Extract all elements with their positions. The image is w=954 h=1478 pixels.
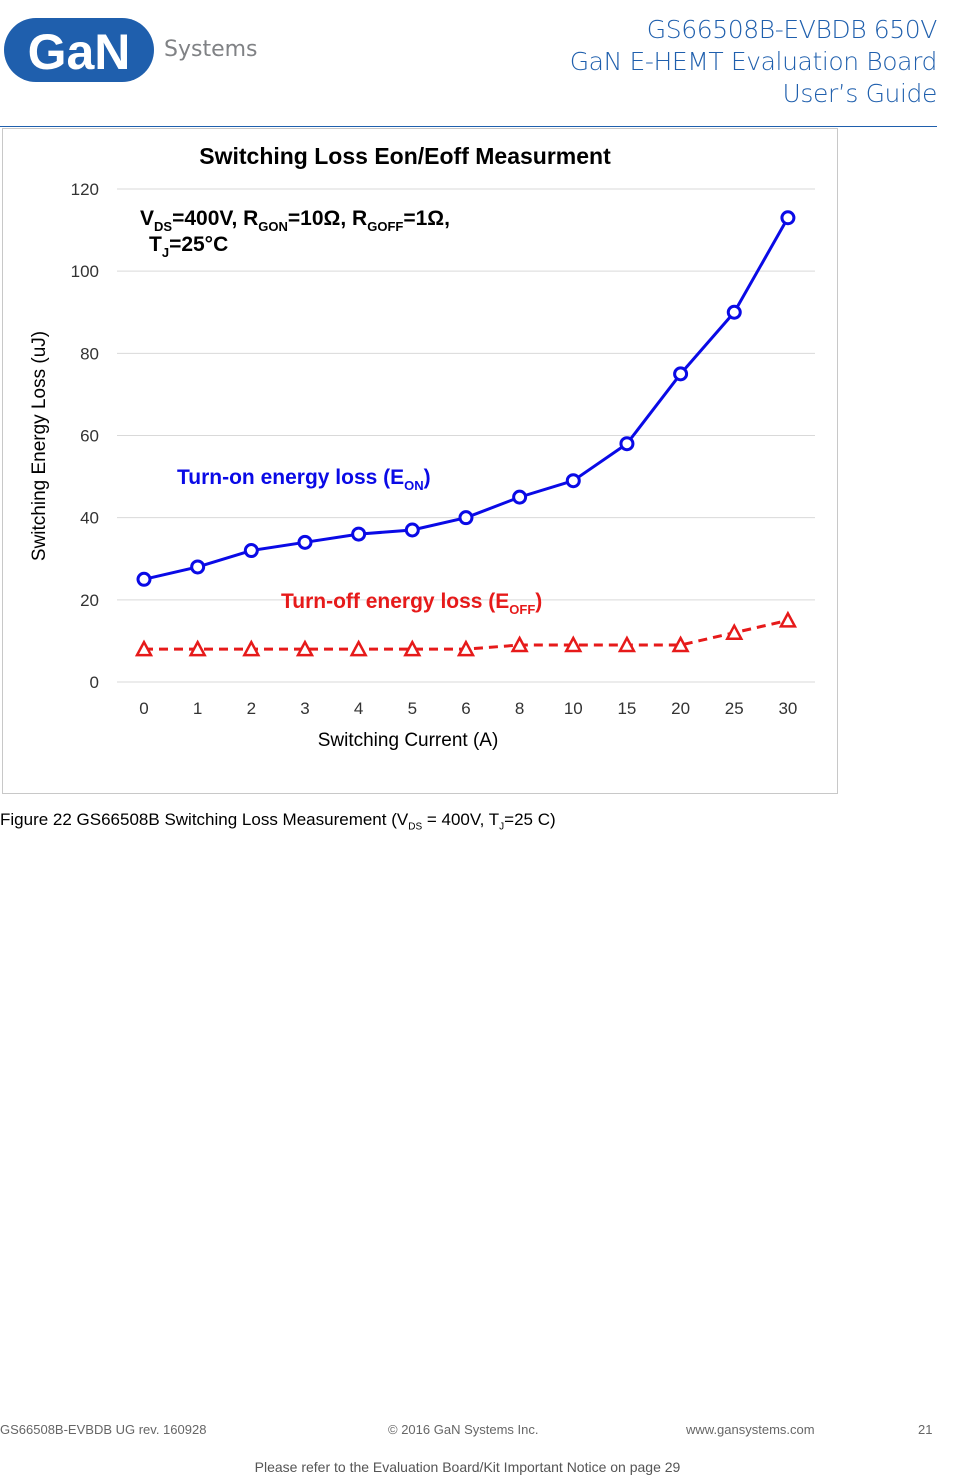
eon-point <box>243 543 259 559</box>
x-tick-label: 0 <box>139 699 148 718</box>
chart-frame: Switching Loss Eon/Eoff Measurment 0 20 40… <box>2 128 838 794</box>
eoff-point <box>778 610 798 628</box>
eoff-point <box>295 639 315 657</box>
x-tick-label: 20 <box>671 699 690 718</box>
eoff-point <box>671 635 690 653</box>
eoff-point <box>403 639 422 657</box>
x-tick-label: 2 <box>247 699 256 718</box>
header-rule <box>0 126 937 127</box>
footer-page-number: 21 <box>918 1422 933 1437</box>
eoff-series-label: Turn-off energy loss (EOFF) <box>281 590 542 617</box>
eoff-point <box>134 639 154 657</box>
header-line-title: GaN E-HEMT Evaluation Board <box>569 47 938 76</box>
logo-main-text: GaN <box>28 24 131 80</box>
x-axis-label: Switching Current (A) <box>318 730 499 751</box>
eoff-point <box>510 635 529 653</box>
gan-systems-logo: GaN Systems <box>4 12 274 84</box>
x-tick-label: 1 <box>193 699 202 718</box>
y-tick-label: 80 <box>80 344 99 363</box>
eon-point <box>190 559 206 575</box>
y-tick-label: 0 <box>90 673 99 692</box>
logo-sub-text: Systems <box>164 37 258 62</box>
conditions-line-2: TJ=25°C <box>149 233 228 260</box>
x-tick-label: 5 <box>408 699 417 718</box>
eoff-point <box>725 623 744 640</box>
footer-notice: Please refer to the Evaluation Board/Kit… <box>254 1459 681 1475</box>
x-tick-label: 30 <box>778 699 797 718</box>
eon-point <box>565 473 581 489</box>
eoff-point <box>456 639 476 657</box>
x-tick-label: 8 <box>515 699 524 718</box>
x-tick-label: 3 <box>300 699 309 718</box>
conditions-line-1: VDS=400V, RGON=10Ω, RGOFF=1Ω, <box>140 207 450 234</box>
x-tick-label: 10 <box>564 699 583 718</box>
x-tick-label: 25 <box>725 699 744 718</box>
eoff-point <box>242 639 261 657</box>
eoff-point <box>188 639 207 657</box>
footer-website-link[interactable]: www.gansystems.com <box>686 1422 815 1437</box>
y-tick-label: 60 <box>80 427 99 446</box>
eon-point <box>404 522 420 538</box>
figure-caption: Figure 22 GS66508B Switching Loss Measur… <box>0 810 556 833</box>
eon-series-label: Turn-on energy loss (EON) <box>177 466 431 493</box>
eon-point <box>726 304 742 320</box>
eon-point <box>351 526 367 542</box>
eoff-point <box>617 635 637 653</box>
switching-loss-chart: Switching Loss Eon/Eoff Measurment 02040… <box>29 143 815 751</box>
y-tick-label: 20 <box>80 591 99 610</box>
footer-copyright: © 2016 GaN Systems Inc. <box>388 1422 539 1437</box>
x-tick-label: 15 <box>617 699 636 718</box>
x-tick-label: 6 <box>461 699 470 718</box>
y-axis-label: Switching Energy Loss (uJ) <box>29 331 50 561</box>
eon-point <box>780 210 796 226</box>
eon-point <box>512 489 528 505</box>
document-header: GS66508B-EVBDB 650V GaN E-HEMT Evaluatio… <box>569 14 938 110</box>
eon-point <box>619 436 635 452</box>
y-tick-label: 100 <box>71 262 99 281</box>
eon-point <box>297 534 313 550</box>
x-tick-label: 4 <box>354 699 363 718</box>
eon-point <box>673 366 689 382</box>
footer-doc-rev: GS66508B-EVBDB UG rev. 160928 <box>0 1422 207 1437</box>
y-tick-label: 120 <box>71 180 99 199</box>
eoff-point <box>349 639 368 657</box>
header-line-guide: User’s Guide <box>782 79 937 108</box>
chart-title: Switching Loss Eon/Eoff Measurment <box>199 143 611 169</box>
eon-point <box>458 510 474 526</box>
eoff-point <box>564 635 583 653</box>
y-tick-label: 40 <box>80 509 99 528</box>
header-line-product: GS66508B-EVBDB 650V <box>646 15 938 44</box>
eon-point <box>136 571 152 587</box>
